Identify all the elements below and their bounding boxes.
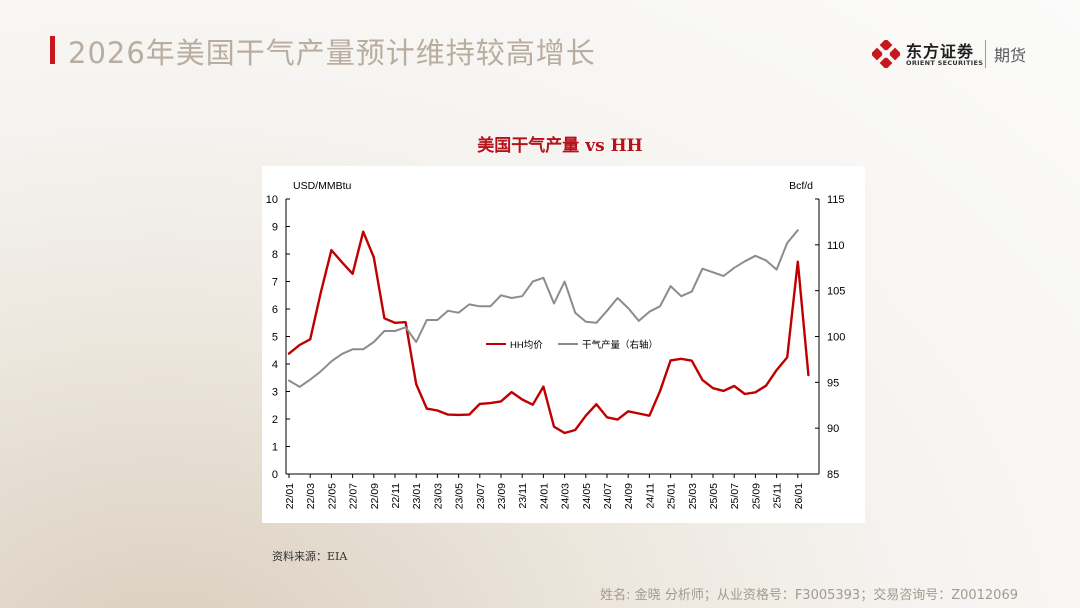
slide-title: 2026年美国干气产量预计维持较高增长 (68, 36, 596, 70)
brand-subtitle: 期货 (994, 46, 1027, 65)
right-tick-label: 95 (827, 377, 839, 389)
x-tick-label: 23/01 (411, 483, 423, 509)
dry-gas-production-line (288, 229, 799, 388)
left-tick-label: 7 (272, 277, 278, 289)
chart-panel: 0 1 2 3 4 5 6 7 8 9 10 85 90 95 100 105 110 115 USD/MMBtu B… (262, 166, 865, 523)
left-tick-label: 8 (272, 249, 278, 261)
analyst-footer: 姓名: 金晓 分析师；从业资格号：F3005393；交易咨询号：Z0012069 (600, 588, 1018, 603)
left-tick-label: 5 (272, 332, 278, 344)
x-tick-label: 25/11 (772, 483, 784, 509)
x-tick-label: 24/09 (623, 483, 635, 509)
x-tick-label: 22/05 (326, 483, 338, 509)
left-tick-label: 9 (272, 222, 278, 234)
x-tick-label: 22/03 (305, 483, 317, 509)
legend-label: 干气产量（右轴） (582, 339, 658, 351)
x-tick-label: 23/11 (517, 483, 529, 509)
x-tick-label: 22/09 (369, 483, 381, 509)
left-tick-label: 10 (266, 194, 278, 206)
x-tick-label: 24/05 (581, 483, 593, 509)
x-tick-label: 25/05 (708, 483, 720, 509)
x-tick-label: 25/07 (729, 483, 741, 509)
chart-series (287, 229, 810, 435)
left-axis-title: USD/MMBtu (293, 180, 352, 192)
right-tick-label: 85 (827, 469, 839, 481)
left-tick-label: 0 (272, 469, 278, 481)
left-tick-label: 6 (272, 304, 278, 316)
legend-label: HH均价 (510, 339, 543, 351)
left-tick-label: 3 (272, 387, 278, 399)
x-tick-label: 24/03 (560, 483, 572, 509)
chart-axes: 0 1 2 3 4 5 6 7 8 9 10 85 90 95 100 105 110 115 USD/MMBtu B… (266, 180, 846, 509)
left-tick-label: 1 (272, 442, 278, 454)
chart-legend: HH均价 干气产量（右轴） (486, 339, 658, 351)
brand-divider (985, 40, 986, 68)
right-tick-label: 110 (827, 240, 845, 252)
hh-price-line (287, 230, 810, 435)
x-tick-label: 23/09 (496, 483, 508, 509)
x-tick-label: 24/01 (538, 483, 550, 509)
chart-title: 美国干气产量 vs HH (477, 136, 643, 156)
x-tick-label: 22/01 (284, 483, 296, 509)
x-tick-label: 25/09 (750, 483, 762, 509)
x-tick-label: 22/11 (390, 483, 402, 509)
line-chart: 0 1 2 3 4 5 6 7 8 9 10 85 90 95 100 105 110 115 USD/MMBtu B… (266, 180, 846, 509)
x-tick-label: 25/03 (687, 483, 699, 509)
x-tick-label: 26/01 (793, 483, 805, 509)
x-tick-label: 23/03 (432, 483, 444, 509)
x-tick-label: 24/07 (602, 483, 614, 509)
data-source-note: 资料来源：EIA (272, 550, 348, 563)
right-tick-label: 90 (827, 423, 839, 435)
brand-english-name: ORIENT SECURITIES (906, 59, 984, 67)
x-tick-label: 24/11 (644, 483, 656, 509)
brand-block: 东方证劵 ORIENT SECURITIES 期货 (872, 38, 1032, 72)
x-tick-label: 23/05 (454, 483, 466, 509)
left-tick-label: 2 (272, 414, 278, 426)
brand-name: 东方证劵 (906, 42, 975, 61)
x-tick-label: 22/07 (348, 483, 360, 509)
right-axis-title: Bcf/d (789, 180, 813, 192)
orient-logo-icon (872, 40, 900, 68)
right-tick-label: 105 (827, 286, 845, 298)
x-tick-label: 23/07 (475, 483, 487, 509)
title-accent-bar (50, 36, 55, 64)
left-tick-label: 4 (272, 359, 278, 371)
x-tick-label: 25/01 (666, 483, 678, 509)
right-tick-label: 100 (827, 332, 845, 344)
right-tick-label: 115 (827, 194, 845, 206)
